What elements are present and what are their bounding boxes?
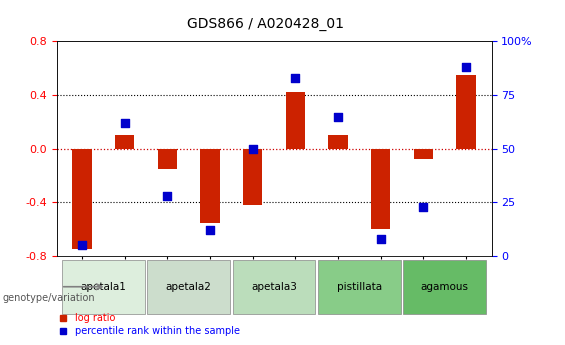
FancyBboxPatch shape	[318, 260, 401, 314]
Point	[333, 114, 342, 119]
Point	[376, 236, 385, 241]
Bar	[158, 149, 177, 169]
Text: GDS866 / A020428_01: GDS866 / A020428_01	[187, 17, 344, 31]
Bar	[243, 149, 262, 205]
Point	[291, 75, 300, 81]
Bar	[328, 135, 347, 149]
Text: agamous: agamous	[420, 282, 468, 292]
Point	[206, 228, 215, 233]
Point	[77, 243, 86, 248]
FancyBboxPatch shape	[147, 260, 230, 314]
Text: pistillata: pistillata	[337, 282, 382, 292]
Legend: log ratio, percentile rank within the sample: log ratio, percentile rank within the sa…	[56, 309, 244, 340]
Bar	[286, 92, 305, 149]
Text: apetala3: apetala3	[251, 282, 297, 292]
Text: genotype/variation: genotype/variation	[3, 294, 95, 303]
Bar	[371, 149, 390, 229]
Point	[120, 120, 129, 126]
Point	[419, 204, 428, 209]
Bar	[72, 149, 92, 249]
Bar	[414, 149, 433, 159]
Bar	[115, 135, 134, 149]
Text: apetala1: apetala1	[80, 282, 127, 292]
Point	[462, 65, 471, 70]
Bar	[201, 149, 220, 223]
Point	[163, 193, 172, 199]
Text: apetala2: apetala2	[166, 282, 212, 292]
FancyBboxPatch shape	[62, 260, 145, 314]
FancyBboxPatch shape	[403, 260, 486, 314]
Bar	[457, 75, 476, 149]
FancyBboxPatch shape	[233, 260, 315, 314]
Point	[248, 146, 257, 151]
